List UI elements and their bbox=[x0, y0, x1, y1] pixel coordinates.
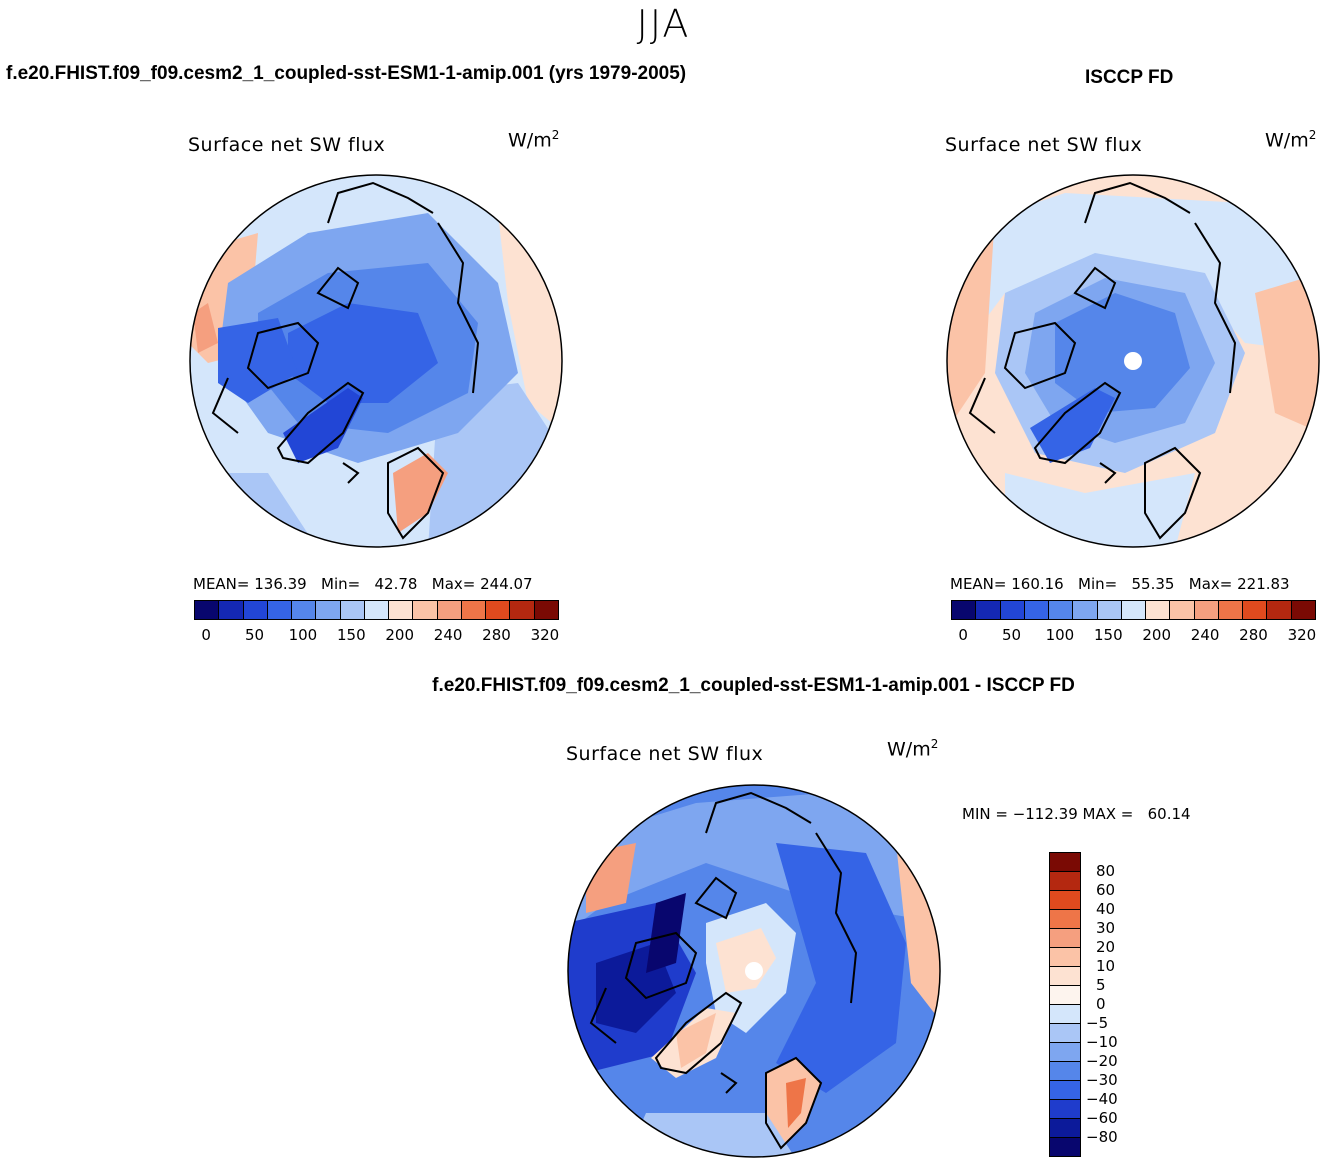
diff-colorbar bbox=[1049, 852, 1081, 1157]
diff-colorbar-label: −80 bbox=[1086, 1128, 1118, 1146]
diff-colorbar-swatch bbox=[1050, 929, 1080, 948]
season-title: JJA bbox=[636, 2, 691, 46]
obs-colorbar-tick: 240 bbox=[1190, 626, 1220, 644]
model-colorbar-swatch bbox=[243, 601, 268, 619]
obs-colorbar-swatch bbox=[1073, 601, 1098, 619]
obs-colorbar-swatch bbox=[1000, 601, 1025, 619]
model-colorbar-swatch bbox=[461, 601, 487, 619]
model-colorbar-swatch bbox=[534, 601, 558, 619]
diff-colorbar-label: 10 bbox=[1096, 957, 1116, 975]
diff-colorbar-swatch bbox=[1050, 1119, 1080, 1138]
model-polar-map bbox=[189, 174, 563, 548]
obs-colorbar-tick: 150 bbox=[1093, 626, 1123, 644]
diff-plot-title: Surface net SW flux bbox=[566, 743, 764, 765]
model-caption: f.e20.FHIST.f09_f09.cesm2_1_coupled-sst-… bbox=[6, 63, 687, 84]
model-colorbar-tick: 0 bbox=[201, 626, 211, 644]
model-colorbar-swatch bbox=[316, 601, 341, 619]
obs-colorbar-ticks: 0 50 100 150 200 240 280 320 bbox=[951, 626, 1317, 646]
diff-colorbar-swatch bbox=[1050, 1062, 1080, 1081]
diff-colorbar-label: −20 bbox=[1086, 1052, 1118, 1070]
model-colorbar-tick: 50 bbox=[244, 626, 265, 644]
diff-caption: f.e20.FHIST.f09_f09.cesm2_1_coupled-sst-… bbox=[432, 675, 1075, 696]
diff-colorbar-label: −30 bbox=[1086, 1071, 1118, 1089]
model-colorbar-swatch bbox=[364, 601, 390, 619]
diff-colorbar-swatch bbox=[1050, 891, 1080, 910]
obs-colorbar-swatch bbox=[1024, 601, 1050, 619]
obs-colorbar-tick: 100 bbox=[1045, 626, 1075, 644]
model-colorbar-tick: 280 bbox=[482, 626, 511, 644]
diff-colorbar-label: 80 bbox=[1096, 862, 1116, 880]
model-colorbar-tick: 150 bbox=[336, 626, 366, 644]
model-colorbar-tick: 200 bbox=[385, 626, 415, 644]
model-colorbar-swatch bbox=[195, 601, 220, 619]
model-colorbar-tick: 320 bbox=[530, 626, 560, 644]
obs-colorbar-tick: 50 bbox=[1001, 626, 1022, 644]
diff-colorbar-swatch bbox=[1050, 872, 1080, 891]
diff-colorbar-swatch bbox=[1050, 853, 1080, 872]
model-unit: W/m2 bbox=[508, 128, 560, 152]
model-colorbar-swatch bbox=[413, 601, 438, 619]
diff-colorbar-label: −40 bbox=[1086, 1090, 1118, 1108]
model-colorbar-swatch bbox=[389, 601, 414, 619]
diff-colorbar-swatch bbox=[1050, 1005, 1080, 1024]
diff-colorbar-swatch bbox=[1050, 910, 1080, 929]
obs-colorbar-tick: 200 bbox=[1142, 626, 1172, 644]
obs-colorbar bbox=[951, 600, 1316, 620]
obs-colorbar-swatch bbox=[1049, 601, 1074, 619]
diff-colorbar-swatch bbox=[1050, 967, 1080, 986]
diff-colorbar-label: 30 bbox=[1096, 919, 1116, 937]
obs-colorbar-swatch bbox=[1170, 601, 1195, 619]
model-colorbar-swatch bbox=[340, 601, 365, 619]
diff-colorbar-label: 5 bbox=[1096, 976, 1106, 994]
model-colorbar-tick: 240 bbox=[433, 626, 463, 644]
obs-colorbar-swatch bbox=[952, 601, 977, 619]
obs-colorbar-swatch bbox=[1097, 601, 1122, 619]
diff-colorbar-labels: 80 60 40 30 20 10 5 0 −5 −10 −20 −30 −40 −60 −80 bbox=[1086, 852, 1146, 1152]
obs-colorbar-swatch bbox=[1267, 601, 1292, 619]
obs-polar-map bbox=[946, 174, 1320, 548]
diff-colorbar-swatch bbox=[1050, 1138, 1080, 1156]
obs-colorbar-swatch bbox=[1218, 601, 1244, 619]
diff-colorbar-swatch bbox=[1050, 1100, 1080, 1119]
model-colorbar-ticks: 0 50 100 150 200 240 280 320 bbox=[194, 626, 560, 646]
model-colorbar-tick: 100 bbox=[288, 626, 318, 644]
model-colorbar-swatch bbox=[486, 601, 511, 619]
diff-colorbar-swatch bbox=[1050, 986, 1080, 1005]
model-colorbar-swatch bbox=[437, 601, 462, 619]
obs-colorbar-swatch bbox=[1194, 601, 1219, 619]
obs-unit: W/m2 bbox=[1265, 128, 1317, 152]
diff-colorbar-label: −10 bbox=[1086, 1033, 1118, 1051]
diff-unit: W/m2 bbox=[887, 737, 939, 761]
diff-colorbar-label: −60 bbox=[1086, 1109, 1118, 1127]
obs-colorbar-swatch bbox=[1121, 601, 1147, 619]
model-colorbar-swatch bbox=[292, 601, 317, 619]
obs-colorbar-swatch bbox=[976, 601, 1001, 619]
obs-colorbar-swatch bbox=[1243, 601, 1268, 619]
obs-colorbar-tick: 280 bbox=[1239, 626, 1268, 644]
diff-colorbar-swatch bbox=[1050, 1043, 1080, 1062]
obs-colorbar-tick: 0 bbox=[958, 626, 968, 644]
diff-colorbar-swatch bbox=[1050, 948, 1080, 967]
obs-colorbar-swatch bbox=[1146, 601, 1171, 619]
model-stats: MEAN= 136.39 Min= 42.78 Max= 244.07 bbox=[193, 575, 533, 593]
model-colorbar-swatch bbox=[267, 601, 293, 619]
model-colorbar-swatch bbox=[219, 601, 244, 619]
obs-plot-title: Surface net SW flux bbox=[945, 134, 1143, 156]
diff-polar-map bbox=[567, 784, 941, 1158]
diff-minmax: MIN = −112.39 MAX = 60.14 bbox=[962, 805, 1191, 823]
diff-colorbar-swatch bbox=[1050, 1081, 1080, 1100]
model-colorbar bbox=[194, 600, 559, 620]
diff-colorbar-label: 40 bbox=[1096, 900, 1116, 918]
diff-colorbar-label: −5 bbox=[1086, 1014, 1109, 1032]
obs-caption: ISCCP FD bbox=[1085, 67, 1174, 88]
model-plot-title: Surface net SW flux bbox=[188, 134, 386, 156]
obs-colorbar-tick: 320 bbox=[1287, 626, 1317, 644]
diff-colorbar-label: 60 bbox=[1096, 881, 1116, 899]
model-colorbar-swatch bbox=[510, 601, 535, 619]
obs-stats: MEAN= 160.16 Min= 55.35 Max= 221.83 bbox=[950, 575, 1290, 593]
diff-colorbar-label: 20 bbox=[1096, 938, 1116, 956]
diff-colorbar-swatch bbox=[1050, 1024, 1080, 1043]
obs-colorbar-swatch bbox=[1291, 601, 1315, 619]
diff-colorbar-label: 0 bbox=[1096, 995, 1106, 1013]
